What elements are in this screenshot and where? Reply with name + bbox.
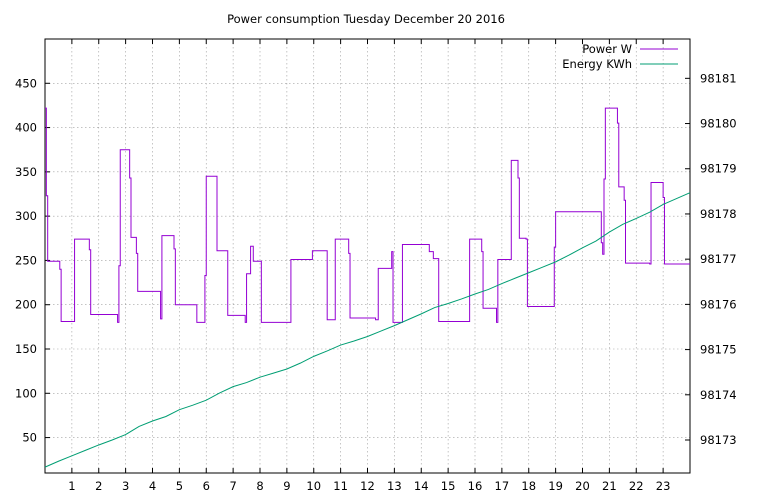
y2-tick-label: 98177 [700,252,737,266]
x-tick-label: 3 [122,479,129,493]
x-tick-label: 13 [387,479,402,493]
x-tick-label: 5 [176,479,183,493]
y2-tick-label: 98180 [700,117,737,131]
y2-tick-label: 98181 [700,71,737,85]
x-tick-label: 22 [629,479,644,493]
x-tick-label: 10 [306,479,321,493]
y-tick-label: 150 [15,342,37,356]
y-tick-label: 50 [22,431,37,445]
x-tick-label: 17 [495,479,510,493]
y2-tick-label: 98179 [700,162,737,176]
y-tick-label: 450 [15,76,37,90]
x-tick-label: 9 [283,479,290,493]
plot-frame [44,38,691,474]
x-tick-label: 4 [149,479,156,493]
y-tick-label: 200 [15,298,37,312]
x-tick-label: 16 [468,479,483,493]
y2-tick-label: 98175 [700,343,737,357]
legend-label-power: Power W [582,42,632,56]
x-tick-label: 2 [95,479,102,493]
x-tick-label: 1 [68,479,75,493]
y2-tick-label: 98176 [700,297,737,311]
grid-lines [45,39,690,473]
x-tick-label: 21 [602,479,617,493]
series-energy-line [44,192,691,468]
x-tick-label: 7 [229,479,236,493]
x-tick-label: 11 [333,479,348,493]
y-tick-label: 400 [15,121,37,135]
y-tick-label: 100 [15,386,37,400]
y-tick-label: 350 [15,165,37,179]
x-tick-label: 19 [548,479,563,493]
x-tick-label: 12 [360,479,375,493]
axes: 1 2 3 4 5 6 7 8 9 10 11 12 13 14 15 16 17 18 19 20 21 22 23501… [15,38,737,493]
y-tick-label: 300 [15,209,37,223]
x-tick-label: 14 [414,479,429,493]
x-tick-label: 15 [441,479,456,493]
y2-tick-label: 98174 [700,388,737,402]
y2-tick-label: 98173 [700,433,737,447]
x-tick-label: 6 [203,479,210,493]
x-tick-label: 8 [256,479,263,493]
x-tick-label: 18 [521,479,536,493]
legend-label-energy: Energy KWh [562,57,632,71]
legend: Power W Energy KWh [562,42,678,71]
x-tick-label: 20 [575,479,590,493]
y2-tick-label: 98178 [700,207,737,221]
series-lines [44,107,691,468]
chart-title: Power consumption Tuesday December 20 20… [227,12,505,26]
y-tick-label: 250 [15,253,37,267]
x-tick-label: 23 [656,479,671,493]
